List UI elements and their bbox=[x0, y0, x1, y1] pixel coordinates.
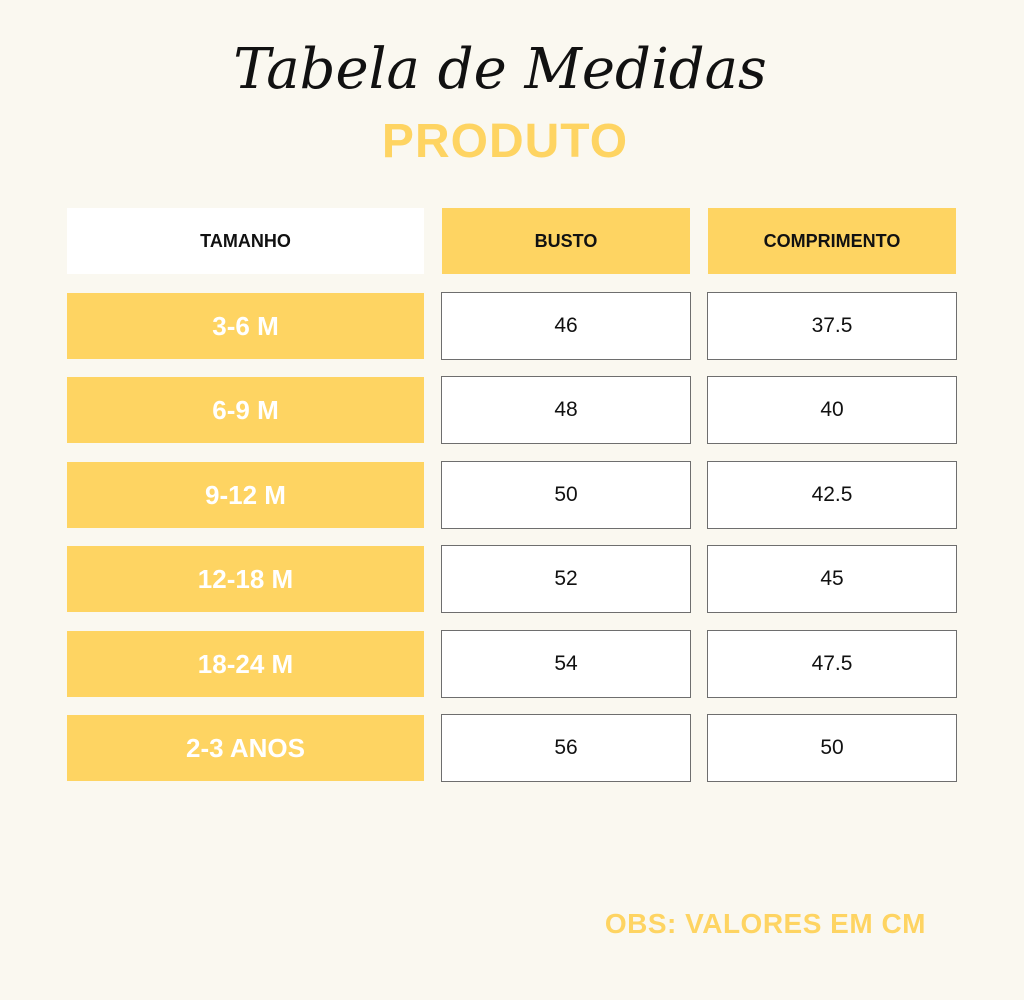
comprimento-cell: 47.5 bbox=[707, 630, 957, 698]
header-busto: BUSTO bbox=[442, 208, 690, 274]
comprimento-cell: 40 bbox=[707, 376, 957, 444]
busto-cell: 48 bbox=[441, 376, 691, 444]
size-cell: 18-24 M bbox=[67, 631, 424, 697]
busto-cell: 52 bbox=[441, 545, 691, 613]
header-size: TAMANHO bbox=[67, 208, 424, 274]
comprimento-cell: 50 bbox=[707, 714, 957, 782]
units-note: OBS: VALORES EM CM bbox=[604, 908, 926, 939]
busto-cell: 54 bbox=[441, 630, 691, 698]
comprimento-cell: 45 bbox=[707, 545, 957, 613]
size-cell: 12-18 M bbox=[67, 546, 424, 612]
size-cell: 6-9 M bbox=[67, 377, 424, 443]
comprimento-cell: 42.5 bbox=[707, 461, 957, 529]
size-cell: 2-3 ANOS bbox=[67, 715, 424, 781]
busto-cell: 46 bbox=[441, 292, 691, 360]
page-subtitle: PRODUTO bbox=[381, 115, 629, 168]
size-cell: 9-12 M bbox=[67, 462, 424, 528]
busto-cell: 50 bbox=[441, 461, 691, 529]
header-comprimento: COMPRIMENTO bbox=[708, 208, 956, 274]
busto-cell: 56 bbox=[441, 714, 691, 782]
comprimento-cell: 37.5 bbox=[707, 292, 957, 360]
size-cell: 3-6 M bbox=[67, 293, 424, 359]
page-title: Tabela de Medidas bbox=[233, 37, 767, 102]
